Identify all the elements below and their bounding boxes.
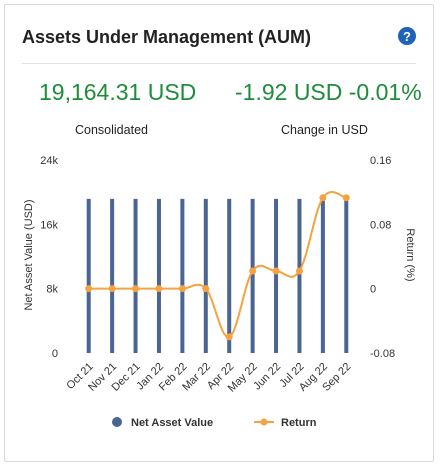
return-point: [319, 194, 327, 202]
nav-bar: [297, 198, 302, 353]
legend-nav-label: Net Asset Value: [131, 417, 213, 429]
legend-return-label: Return: [281, 417, 317, 429]
y2-tick-label: 0.08: [370, 219, 391, 231]
nav-bar: [110, 198, 115, 353]
header-divider: [22, 63, 416, 64]
return-point: [85, 285, 93, 293]
nav-bar: [250, 198, 255, 353]
card-title: Assets Under Management (AUM): [22, 27, 312, 47]
nav-bar: [180, 198, 185, 353]
nav-bar: [227, 198, 232, 353]
y-tick-label: 16k: [40, 219, 58, 231]
nav-bar: [320, 198, 325, 353]
y-tick-label: 24k: [40, 155, 58, 167]
return-point: [132, 285, 140, 293]
x-tick-label: Jun 22: [251, 361, 283, 393]
nav-bar: [344, 198, 349, 353]
y-tick-label: 8k: [46, 284, 58, 296]
return-point: [178, 285, 186, 293]
y2-axis-title: Return (%): [404, 228, 416, 281]
y2-tick-label: 0: [370, 284, 376, 296]
y2-tick-label: 0.16: [370, 155, 391, 167]
total-value: 19,164.31 USD: [39, 79, 197, 105]
aum-card: Assets Under Management (AUM) ? 19,164.3…: [4, 4, 434, 462]
change-label: Change in USD: [281, 123, 368, 137]
legend-nav-marker: [112, 417, 122, 427]
nav-bar: [133, 198, 138, 353]
return-line: [88, 191, 347, 338]
question-circle-icon[interactable]: ?: [398, 27, 416, 45]
return-point: [249, 267, 257, 275]
return-point: [342, 194, 350, 202]
nav-bar: [203, 198, 208, 353]
change-value: -1.92 USD -0.01%: [235, 79, 422, 105]
return-point: [202, 285, 210, 293]
return-point: [295, 267, 303, 275]
return-point: [108, 285, 116, 293]
nav-bar: [86, 198, 91, 353]
total-label: Consolidated: [75, 123, 148, 137]
return-point: [272, 267, 280, 275]
chart-legend: Net Asset Value Return: [112, 417, 317, 429]
nav-bar: [156, 198, 161, 353]
y-axis-title: Net Asset Value (USD): [23, 199, 35, 310]
return-point: [225, 333, 233, 341]
nav-bar: [274, 198, 279, 353]
legend-return-marker: [260, 418, 268, 426]
y-tick-label: 0: [52, 348, 58, 360]
return-point: [155, 285, 163, 293]
y2-tick-label: -0.08: [370, 348, 395, 360]
